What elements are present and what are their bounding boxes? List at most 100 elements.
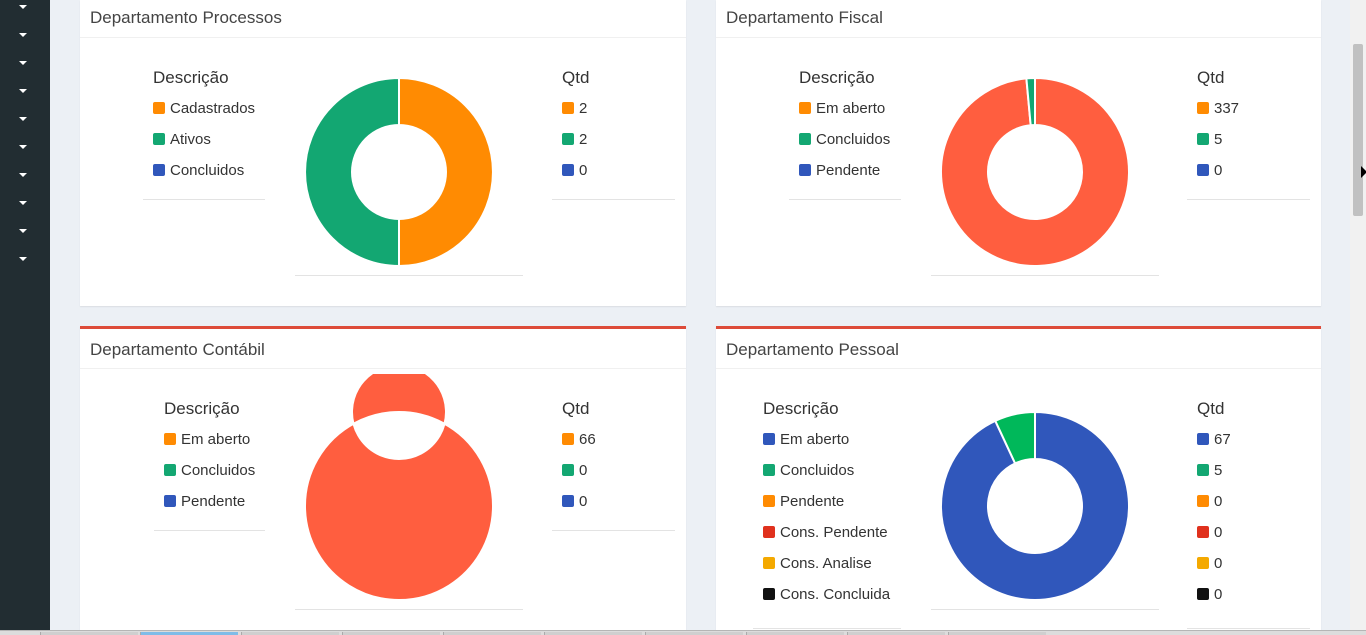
swatch-icon	[562, 164, 574, 176]
legend-label: Cons. Analise	[780, 554, 872, 572]
description-legend: Descrição Em aberto Concluidos Pendente	[154, 389, 265, 531]
taskbar-item[interactable]	[40, 632, 138, 635]
caret-down-icon[interactable]	[19, 89, 27, 93]
taskbar-item[interactable]	[443, 632, 541, 635]
swatch-icon	[562, 102, 574, 114]
doughnut-svg	[304, 76, 494, 268]
panel-pessoal: Departamento Pessoal Descrição Em aberto…	[716, 326, 1321, 630]
legend-item: Concluidos	[763, 461, 854, 479]
panel-divider	[80, 37, 686, 38]
panel-contabil: Departamento Contábil Descrição Em abert…	[80, 326, 686, 630]
qtd-header: Qtd	[1197, 399, 1225, 418]
scrollbar-thumb[interactable]	[1353, 44, 1363, 216]
pie-slice-concluidos[interactable]	[993, 410, 1036, 465]
legend-label: Em aberto	[181, 430, 251, 448]
legend-item: Pendente	[164, 492, 245, 510]
swatch-icon	[763, 464, 775, 476]
legend-item: Em aberto	[799, 99, 885, 117]
qtd-value: 0	[1214, 523, 1223, 541]
caret-down-icon[interactable]	[19, 229, 27, 233]
swatch-icon	[799, 102, 811, 114]
legend-label: Pendente	[181, 492, 246, 510]
caret-down-icon[interactable]	[19, 5, 27, 9]
qtd-item: 5	[1197, 130, 1222, 148]
panel-title: Departamento Contábil	[90, 340, 265, 359]
qtd-value: 337	[1214, 99, 1240, 117]
swatch-icon	[1197, 557, 1209, 569]
taskbar-item[interactable]	[645, 632, 743, 635]
panel-title: Departamento Fiscal	[726, 8, 883, 27]
qtd-item: 0	[1197, 585, 1222, 603]
sidebar	[0, 0, 50, 635]
taskbar-item[interactable]	[847, 632, 945, 635]
panel-divider	[716, 368, 1321, 369]
legend-item: Cons. Concluida	[763, 585, 890, 603]
caret-down-icon[interactable]	[19, 117, 27, 121]
swatch-icon	[1197, 495, 1209, 507]
taskbar-item[interactable]	[140, 632, 238, 635]
swatch-icon	[153, 133, 165, 145]
doughnut-chart	[931, 40, 1159, 276]
legend-item: Concluidos	[153, 161, 244, 179]
doughnut-chart	[931, 374, 1159, 610]
pie-slice-concluidos[interactable]	[1025, 76, 1036, 127]
legend-label: Concluidos	[170, 161, 245, 179]
caret-down-icon[interactable]	[19, 201, 27, 205]
swatch-icon	[1197, 588, 1209, 600]
description-header: Descrição	[799, 68, 875, 87]
taskbar-item[interactable]	[746, 632, 844, 635]
caret-down-icon[interactable]	[19, 257, 27, 261]
doughnut-svg	[940, 76, 1130, 267]
description-legend: Descrição Em aberto Concluidos Pendente	[789, 58, 901, 200]
swatch-icon	[1197, 102, 1209, 114]
qtd-value: 66	[579, 430, 596, 448]
doughnut-chart	[295, 374, 523, 610]
swatch-icon	[562, 133, 574, 145]
legend-item: Ativos	[153, 130, 211, 148]
qtd-value: 0	[1214, 585, 1223, 603]
taskbar-item[interactable]	[544, 632, 642, 635]
qtd-item: 67	[1197, 430, 1231, 448]
legend-label: Concluidos	[780, 461, 855, 479]
panel-divider	[80, 368, 686, 369]
legend-label: Em aberto	[780, 430, 850, 448]
doughnut-chart	[295, 40, 523, 276]
pie-slice-em-aberto[interactable]	[940, 410, 1130, 601]
panel-fiscal: Departamento Fiscal Descrição Em aberto …	[716, 0, 1321, 306]
legend-label: Pendente	[816, 161, 881, 179]
qtd-value: 0	[579, 161, 588, 179]
caret-down-icon[interactable]	[19, 145, 27, 149]
swatch-icon	[1197, 164, 1209, 176]
swatch-icon	[763, 588, 775, 600]
legend-label: Pendente	[780, 492, 845, 510]
panel-divider	[716, 37, 1321, 38]
doughnut-svg	[940, 410, 1130, 601]
caret-down-icon[interactable]	[19, 61, 27, 65]
qtd-value: 67	[1214, 430, 1231, 448]
description-header: Descrição	[763, 399, 839, 418]
mouse-cursor-icon	[1361, 166, 1366, 178]
legend-item: Pendente	[763, 492, 844, 510]
caret-down-icon[interactable]	[19, 33, 27, 37]
qtd-value: 0	[579, 492, 588, 510]
qtd-value: 2	[579, 99, 588, 117]
taskbar-item[interactable]	[948, 632, 1046, 635]
swatch-icon	[164, 464, 176, 476]
panel-title: Departamento Processos	[90, 8, 282, 27]
pie-slice-em-aberto[interactable]	[940, 76, 1130, 267]
panel-title: Departamento Pessoal	[726, 340, 899, 359]
qtd-item: 2	[562, 130, 587, 148]
swatch-icon	[1197, 133, 1209, 145]
pie-slice-ativos[interactable]	[304, 76, 400, 268]
swatch-icon	[562, 495, 574, 507]
caret-down-icon[interactable]	[19, 173, 27, 177]
pie-slice-cadastrados[interactable]	[398, 76, 494, 268]
vertical-scrollbar[interactable]	[1350, 0, 1366, 630]
pie-slice-em-aberto[interactable]	[304, 374, 494, 601]
taskbar-item[interactable]	[241, 632, 339, 635]
description-legend: Descrição Em aberto Concluidos Pendente …	[753, 389, 901, 629]
taskbar-item[interactable]	[342, 632, 440, 635]
legend-item: Em aberto	[164, 430, 250, 448]
swatch-icon	[763, 495, 775, 507]
swatch-icon	[562, 433, 574, 445]
